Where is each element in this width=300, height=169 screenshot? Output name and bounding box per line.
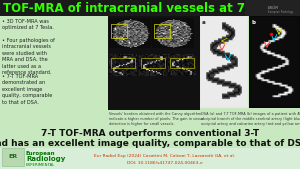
Bar (200, 16, 248, 108)
Text: b: b (251, 20, 255, 26)
Text: Vessels' borders obtained with the Canny algorithm
indicate a higher number of p: Vessels' borders obtained with the Canny… (109, 112, 204, 126)
Text: • 7-T TOF-MRA
demonstrated an
excellent image
quality, comparable
to that of DSA: • 7-T TOF-MRA demonstrated an excellent … (2, 74, 52, 105)
Text: • Four pathologies of
intracranial vessels
were studied with
MRA and DSA, the
la: • Four pathologies of intracranial vesse… (2, 38, 55, 75)
Text: ER: ER (8, 154, 18, 160)
Bar (141, 58, 165, 68)
Text: • 3D TOF-MRA was
optimized at 7 Tesla.: • 3D TOF-MRA was optimized at 7 Tesla. (2, 19, 54, 30)
Text: ESÜR: ESÜR (268, 6, 279, 10)
Text: 🌿: 🌿 (272, 151, 280, 165)
Text: Eur Radiol Exp (2024) Cosottini M, Calzoni T, Lazzarotti GA, et al.: Eur Radiol Exp (2024) Cosottini M, Calzo… (94, 154, 236, 158)
Text: Radiology: Radiology (26, 156, 65, 162)
Text: DOI: 10.1186/s41747-024-00463-e: DOI: 10.1186/s41747-024-00463-e (127, 161, 203, 165)
Bar (249, 16, 300, 108)
Bar (0, 16, 108, 128)
Bar (111, 24, 127, 38)
Bar (108, 16, 200, 110)
Bar (111, 58, 135, 68)
Bar (0, 148, 300, 169)
Text: DSA (a) and 7-T TOF-MRA (b) images of a patient with AVM. The temporo-
occipital: DSA (a) and 7-T TOF-MRA (b) images of a … (201, 112, 300, 126)
Bar (0, 127, 300, 148)
Bar (154, 24, 170, 38)
Bar (2, 148, 24, 166)
Text: and has an excellent image quality, comparable to that of DSA.: and has an excellent image quality, comp… (0, 139, 300, 148)
Bar (245, 0, 300, 16)
Text: EXPERIMENTAL: EXPERIMENTAL (26, 163, 56, 167)
Bar (0, 0, 300, 16)
Text: a: a (202, 20, 206, 26)
Text: 🌿: 🌿 (242, 151, 250, 165)
Text: 7-T TOF-MRA outperforms conventional 3-T: 7-T TOF-MRA outperforms conventional 3-T (41, 129, 259, 139)
Text: European: European (26, 151, 56, 155)
Text: 🌿: 🌿 (212, 151, 220, 165)
Text: European Radiology: European Radiology (268, 10, 293, 14)
Bar (170, 58, 194, 68)
Text: TOF-MRA of intracranial vessels at 7 T: TOF-MRA of intracranial vessels at 7 T (3, 2, 257, 15)
